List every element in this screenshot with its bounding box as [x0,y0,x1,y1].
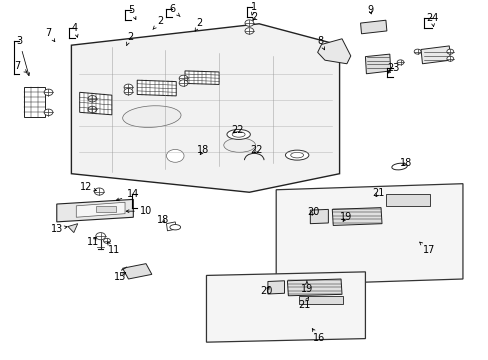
Polygon shape [166,222,176,231]
Text: 18: 18 [156,215,168,225]
Text: 21: 21 [297,297,309,310]
Polygon shape [184,71,219,85]
Text: 21: 21 [372,188,384,198]
Ellipse shape [226,130,250,139]
Polygon shape [331,208,381,225]
Text: 14: 14 [116,189,139,201]
Ellipse shape [285,150,308,160]
Text: 20: 20 [260,286,272,296]
Polygon shape [24,87,44,117]
Text: 18: 18 [197,145,209,156]
Text: 23: 23 [386,63,399,73]
Circle shape [124,84,133,90]
Circle shape [124,89,133,95]
Polygon shape [267,281,284,294]
Circle shape [96,233,105,240]
Text: 6: 6 [169,4,180,17]
Circle shape [94,188,104,195]
Text: 19: 19 [339,212,351,222]
Polygon shape [365,54,390,74]
Circle shape [244,28,253,34]
Polygon shape [76,202,125,217]
Text: 7: 7 [45,28,55,42]
Text: 2: 2 [195,18,203,31]
Bar [96,206,116,212]
Polygon shape [137,80,176,96]
Ellipse shape [391,163,407,170]
Circle shape [179,75,187,82]
Text: 4: 4 [72,23,78,37]
Polygon shape [276,184,462,285]
Text: 22: 22 [230,125,243,135]
Text: 22: 22 [250,145,263,156]
Text: 9: 9 [366,5,373,15]
Text: 1: 1 [251,2,257,15]
Text: 18: 18 [400,158,412,168]
Polygon shape [317,39,350,64]
Text: 10: 10 [126,206,152,216]
Circle shape [44,109,53,116]
Ellipse shape [232,132,244,137]
Circle shape [413,49,420,54]
Circle shape [446,49,453,54]
Ellipse shape [122,106,181,127]
Polygon shape [122,264,152,279]
Text: 24: 24 [425,13,438,27]
Text: 12: 12 [80,182,96,192]
Circle shape [88,106,97,113]
Polygon shape [287,279,341,296]
Text: 15: 15 [114,272,126,282]
Circle shape [166,149,183,162]
Circle shape [179,80,187,86]
Ellipse shape [290,152,303,158]
Text: 8: 8 [316,36,324,50]
Ellipse shape [224,138,255,152]
Polygon shape [206,272,365,342]
Text: 11: 11 [107,242,120,256]
Text: 7: 7 [15,61,27,72]
Circle shape [244,20,253,26]
Text: 16: 16 [312,329,324,343]
Polygon shape [71,24,339,192]
Text: 13: 13 [51,224,67,234]
Circle shape [446,56,453,61]
Polygon shape [68,224,78,233]
Text: 19: 19 [300,281,312,294]
Text: 3: 3 [16,36,29,76]
Polygon shape [57,199,133,222]
Circle shape [44,89,53,95]
Text: 2: 2 [126,32,133,45]
Polygon shape [80,92,112,115]
Bar [299,296,342,304]
Text: 5: 5 [128,5,136,19]
Circle shape [396,60,403,65]
Circle shape [88,95,97,102]
Bar [385,194,429,206]
Text: 11: 11 [87,237,99,247]
Polygon shape [310,210,328,224]
Polygon shape [420,46,449,64]
Text: 20: 20 [307,207,319,217]
Text: 2: 2 [251,12,257,22]
Text: 2: 2 [153,16,163,30]
Ellipse shape [169,225,180,230]
Text: 17: 17 [419,242,434,256]
Polygon shape [360,20,386,34]
Circle shape [103,238,110,243]
